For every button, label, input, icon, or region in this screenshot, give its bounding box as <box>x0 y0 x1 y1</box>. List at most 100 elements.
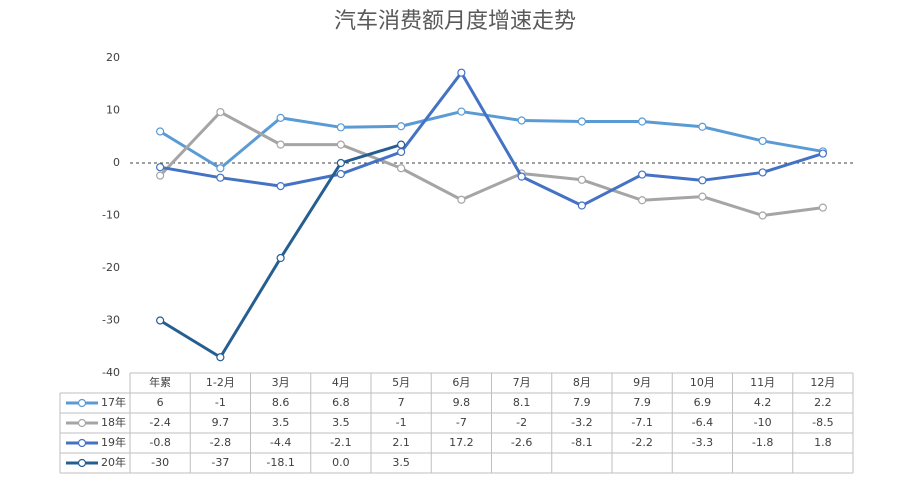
table-value: 6 <box>157 396 164 409</box>
point <box>156 316 165 325</box>
x-tick-label: 年累 <box>149 375 171 389</box>
table-value: 3.5 <box>272 416 290 429</box>
table-value: 3.5 <box>392 456 410 469</box>
table-value: 3.5 <box>332 416 350 429</box>
x-tick-label: 4月 <box>332 376 350 389</box>
table-value: -3.3 <box>692 436 713 449</box>
x-tick-label: 6月 <box>452 376 470 389</box>
point <box>156 163 165 172</box>
legend-label: 17年 <box>101 395 126 409</box>
legend-marker <box>77 458 87 468</box>
point <box>577 175 586 184</box>
point <box>698 122 707 131</box>
table-value: -7 <box>456 416 467 429</box>
table-value: -37 <box>211 456 229 469</box>
table-value: -18.1 <box>266 456 294 469</box>
point <box>638 117 647 126</box>
legend-label: 20年 <box>101 455 126 469</box>
point <box>397 164 406 173</box>
legend-label: 18年 <box>101 415 126 429</box>
table-value: 4.2 <box>754 396 772 409</box>
point <box>397 140 406 149</box>
point <box>276 253 285 263</box>
table-value: -30 <box>151 456 169 469</box>
table-value: -2.6 <box>511 436 532 449</box>
point <box>577 201 586 210</box>
table-value: -3.2 <box>571 416 592 429</box>
table-value: -2 <box>516 416 527 429</box>
y-tick-label: -30 <box>102 314 120 327</box>
point <box>517 172 526 181</box>
point <box>216 353 225 362</box>
y-tick-label: -40 <box>102 366 120 379</box>
y-tick-label: -10 <box>102 209 120 222</box>
x-tick-label: 11月 <box>750 376 775 389</box>
table-value: 8.1 <box>513 396 531 409</box>
point <box>397 147 406 157</box>
legend-marker <box>77 418 87 428</box>
point <box>276 113 285 122</box>
point <box>818 203 827 212</box>
table-value: 6.8 <box>332 396 350 409</box>
series-line <box>159 71 824 208</box>
x-tick-label: 9月 <box>633 376 651 389</box>
table-value: -0.8 <box>149 436 170 449</box>
legend-marker <box>77 438 87 448</box>
point <box>336 140 345 149</box>
table-value: -6.4 <box>692 416 713 429</box>
table-value: 1.8 <box>814 436 832 449</box>
x-tick-label: 8月 <box>573 376 591 389</box>
x-tick-label: 10月 <box>690 376 715 389</box>
point <box>457 107 466 116</box>
table-value: 0.0 <box>332 456 350 469</box>
point <box>818 149 827 158</box>
point <box>156 171 165 180</box>
point <box>216 107 225 117</box>
table-value: -2.2 <box>631 436 652 449</box>
point <box>638 196 647 205</box>
point <box>397 122 406 131</box>
x-tick-label: 3月 <box>272 376 290 389</box>
table-value: -10 <box>754 416 772 429</box>
table-value: -1 <box>396 416 407 429</box>
series-line <box>159 143 402 359</box>
table-value: -2.1 <box>330 436 351 449</box>
point <box>517 116 526 125</box>
table-value: 9.8 <box>453 396 471 409</box>
point <box>577 117 586 126</box>
table-value: 6.9 <box>694 396 712 409</box>
point <box>156 127 165 136</box>
point <box>216 173 225 182</box>
point <box>698 192 707 201</box>
legend-label: 19年 <box>101 435 126 449</box>
table-value: 7.9 <box>633 396 651 409</box>
table-value: -7.1 <box>631 416 652 429</box>
y-tick-label: 0 <box>113 156 120 169</box>
table-value: 7 <box>398 396 405 409</box>
y-tick-label: -20 <box>102 261 120 274</box>
point <box>698 176 707 185</box>
point <box>758 211 767 220</box>
point <box>638 170 647 179</box>
table-value: -8.1 <box>571 436 592 449</box>
table-value: -8.5 <box>812 416 833 429</box>
table-value: -1 <box>215 396 226 409</box>
table-value: 17.2 <box>449 436 474 449</box>
table-value: 2.2 <box>814 396 832 409</box>
series-line <box>159 110 824 170</box>
x-tick-label: 5月 <box>392 376 410 389</box>
table-value: -2.4 <box>149 416 170 429</box>
point <box>276 182 285 191</box>
point <box>758 168 767 177</box>
table-value: 9.7 <box>212 416 230 429</box>
point <box>758 136 767 146</box>
x-tick-label: 12月 <box>810 376 835 389</box>
table-value: 7.9 <box>573 396 591 409</box>
x-tick-label: 1-2月 <box>206 376 235 389</box>
series-line <box>159 110 824 217</box>
point <box>216 164 225 173</box>
point <box>457 195 466 204</box>
table-value: -4.4 <box>270 436 291 449</box>
table-value: -1.8 <box>752 436 773 449</box>
